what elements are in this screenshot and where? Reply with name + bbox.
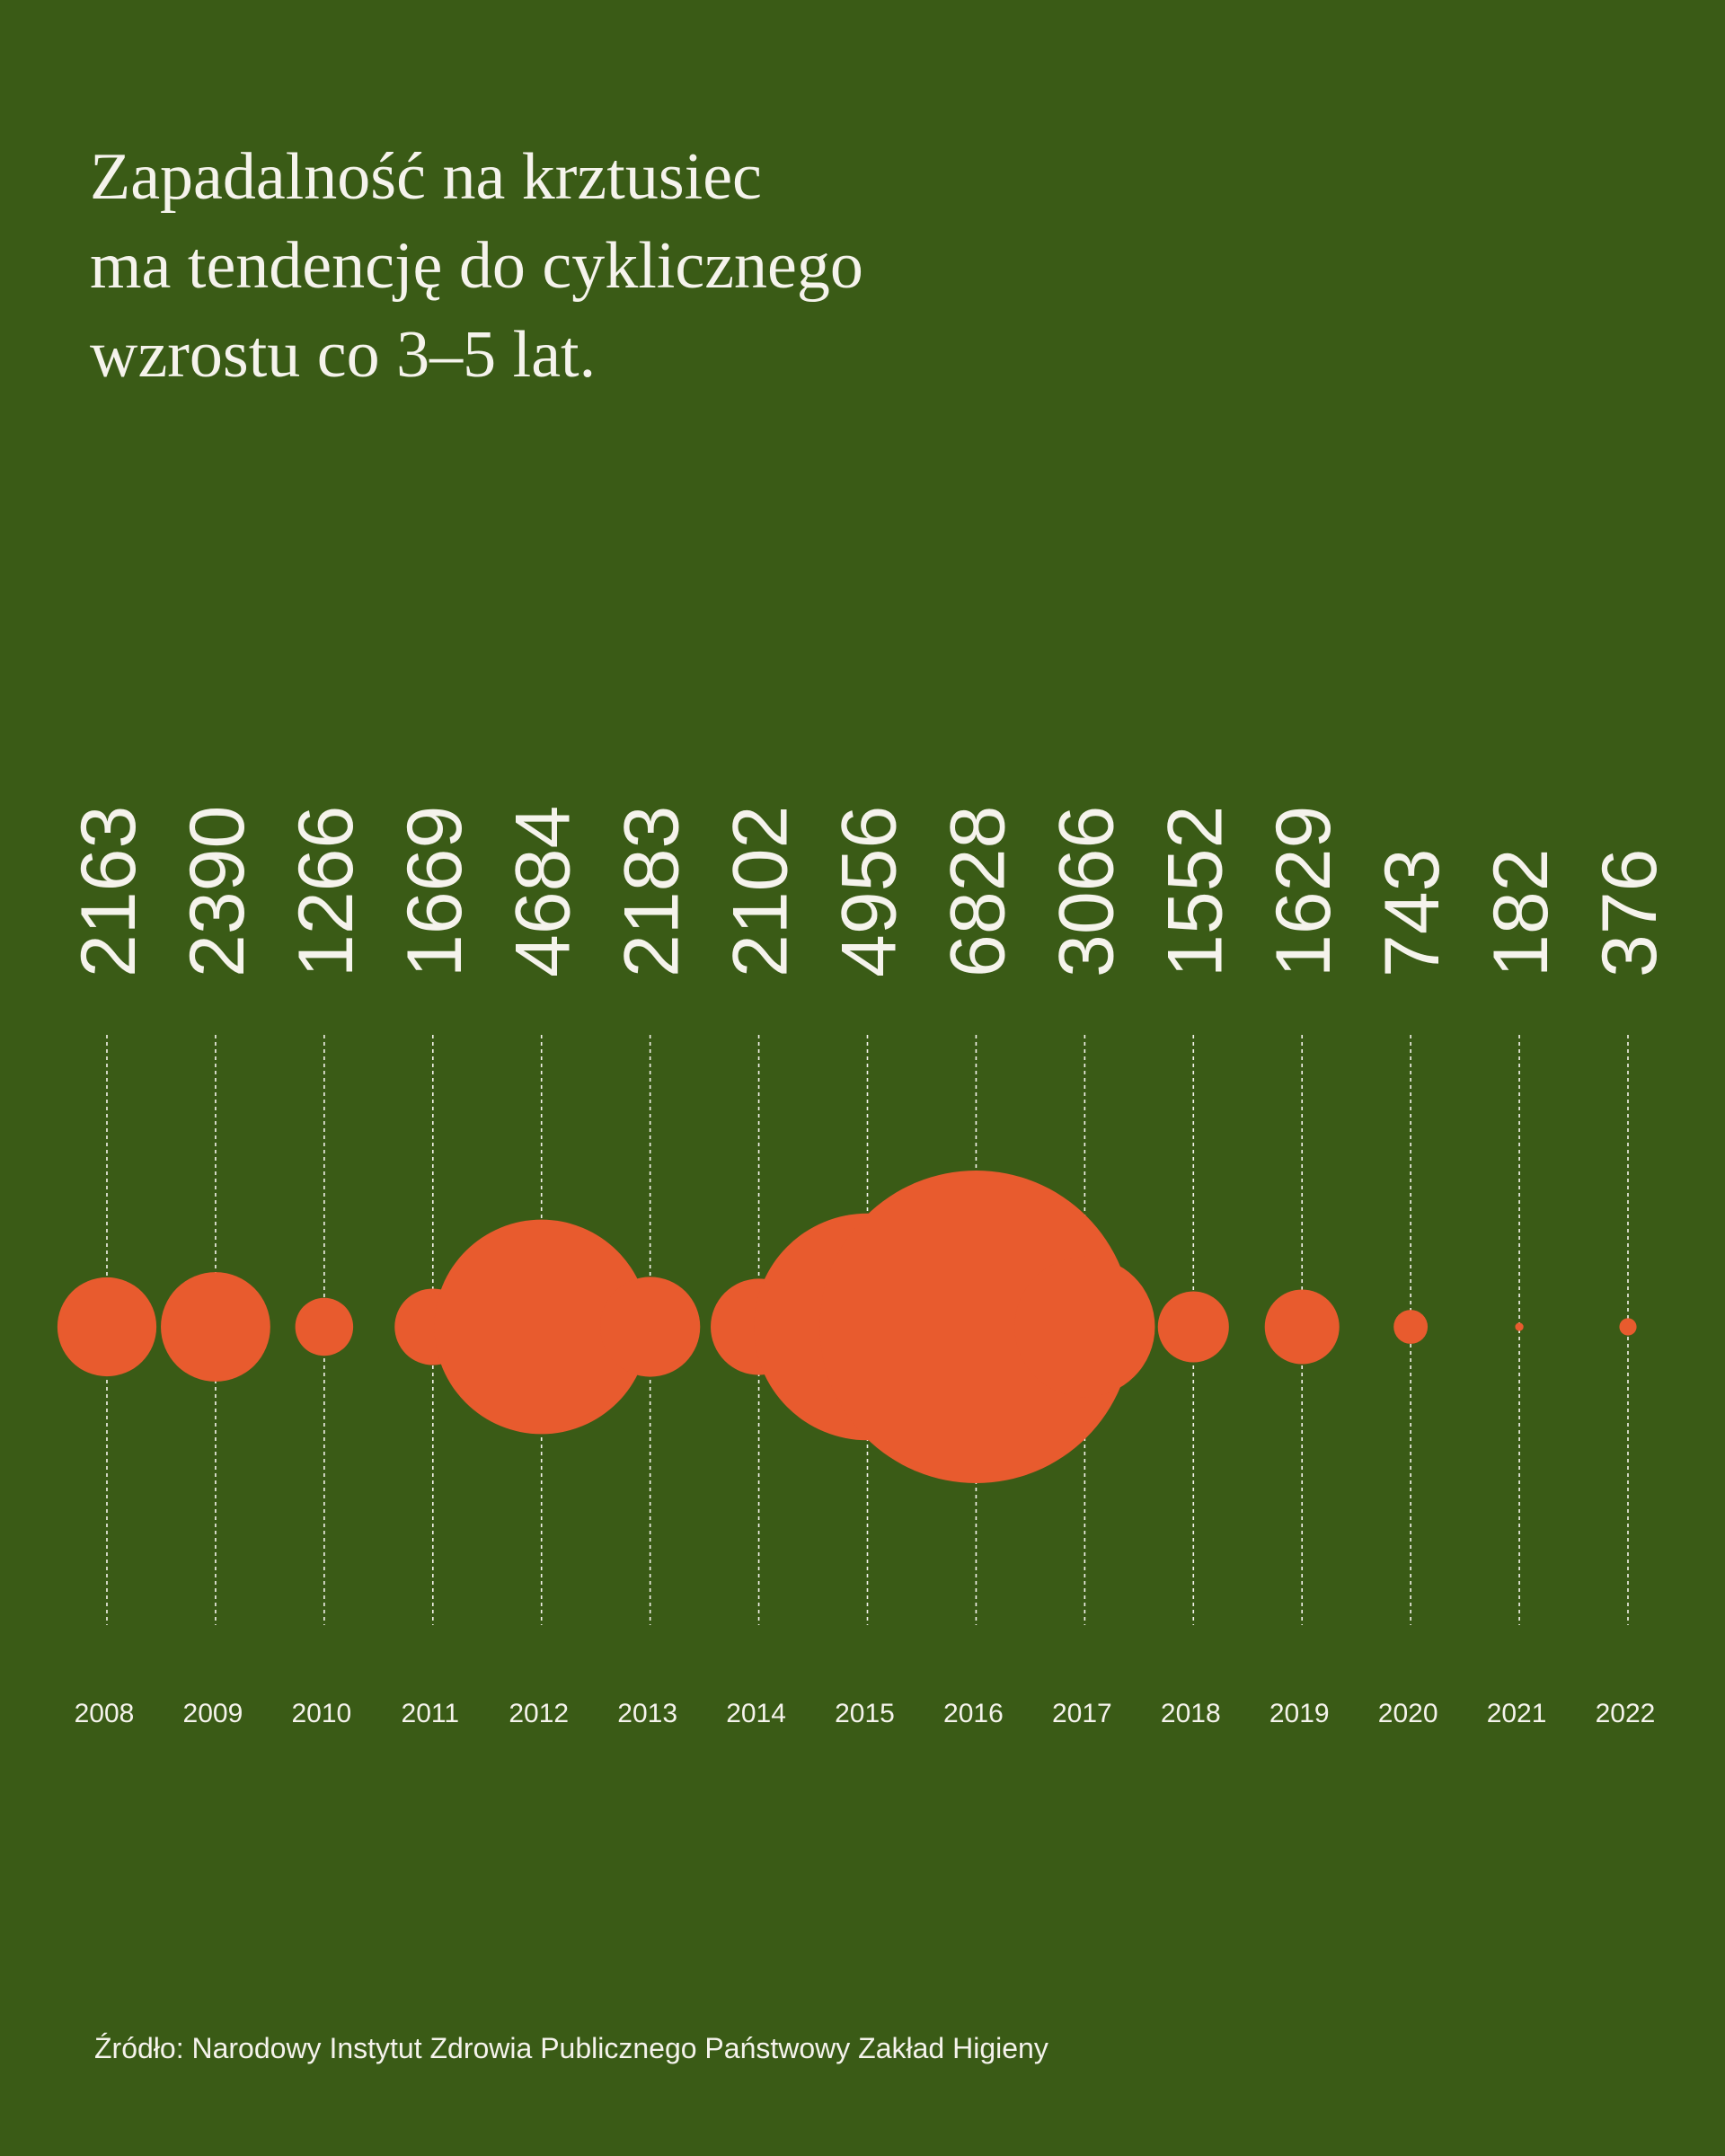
year-label-2014: 2014 (726, 1699, 786, 1728)
bubble-2019 (1264, 1289, 1340, 1365)
year-label-2008: 2008 (75, 1699, 135, 1728)
bubble-2018 (1157, 1291, 1229, 1363)
year-label-2016: 2016 (943, 1699, 1004, 1728)
year-label-2010: 2010 (291, 1699, 351, 1728)
bubble-2021 (1515, 1322, 1524, 1331)
title-line-3: wzrostu co 3–5 lat. (90, 318, 597, 392)
source-note: Źródło: Narodowy Instytut Zdrowia Public… (94, 2032, 1048, 2064)
bubble-2008 (57, 1277, 157, 1377)
year-label-2017: 2017 (1052, 1699, 1112, 1728)
bubble-2022 (1619, 1318, 1637, 1336)
value-label-2010: 1266 (283, 806, 369, 977)
year-label-2013: 2013 (617, 1699, 677, 1728)
year-label-2021: 2021 (1487, 1699, 1547, 1728)
year-label-2020: 2020 (1378, 1699, 1438, 1728)
year-label-2018: 2018 (1161, 1699, 1221, 1728)
bubble-2012 (434, 1219, 650, 1435)
value-labels: 2163 2390 1266 1669 4684 2183 2102 4956 6828 3066… (66, 806, 1673, 977)
bubble-2016 (819, 1171, 1133, 1483)
value-label-2008: 2163 (66, 806, 152, 977)
value-label-2020: 743 (1369, 849, 1455, 978)
value-label-2015: 4956 (827, 806, 913, 977)
value-label-2014: 2102 (718, 806, 804, 977)
bubble-2013 (600, 1277, 701, 1377)
value-label-2019: 1629 (1261, 806, 1347, 977)
title-line-2: ma tendencję do cyklicznego (90, 229, 863, 303)
bubbles (57, 1171, 1637, 1483)
year-label-2015: 2015 (835, 1699, 895, 1728)
year-labels: 2008 2009 2010 2011 2012 2013 2014 2015 2016 2017… (75, 1699, 1656, 1728)
value-label-2018: 1552 (1152, 806, 1238, 977)
year-label-2011: 2011 (402, 1699, 460, 1728)
bubble-2010 (295, 1297, 354, 1356)
year-label-2019: 2019 (1269, 1699, 1330, 1728)
value-label-2016: 6828 (934, 806, 1021, 977)
bubble-2020 (1393, 1310, 1429, 1344)
value-label-2022: 376 (1587, 849, 1673, 978)
value-label-2011: 1669 (392, 806, 478, 977)
year-label-2022: 2022 (1596, 1699, 1656, 1728)
value-label-2012: 4684 (500, 806, 587, 977)
chart-title: Zapadalność na krztusiec ma tendencję do… (90, 133, 1168, 400)
bubble-2009 (161, 1272, 270, 1382)
value-label-2009: 2390 (174, 806, 261, 977)
value-label-2013: 2183 (609, 806, 695, 977)
bubble-2017 (1014, 1256, 1155, 1398)
year-label-2009: 2009 (183, 1699, 243, 1728)
value-label-2021: 182 (1478, 849, 1564, 978)
year-label-2012: 2012 (509, 1699, 569, 1728)
value-label-2017: 3066 (1043, 806, 1129, 977)
title-line-1: Zapadalność na krztusiec (90, 140, 762, 214)
